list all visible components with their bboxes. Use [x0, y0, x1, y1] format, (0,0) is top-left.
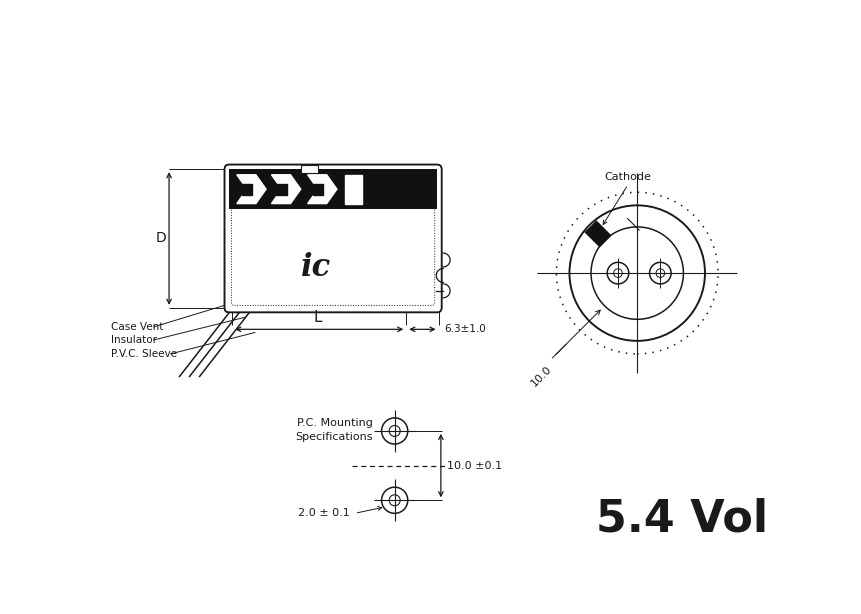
Polygon shape — [237, 175, 266, 204]
Text: 6.3±1.0: 6.3±1.0 — [445, 324, 486, 334]
Text: ic: ic — [300, 252, 331, 283]
Bar — [229, 169, 437, 209]
Text: P.V.C. Sleeve: P.V.C. Sleeve — [111, 349, 177, 359]
Bar — [585, 220, 611, 247]
Text: D: D — [156, 231, 167, 246]
Polygon shape — [276, 184, 287, 195]
Text: 10.0 ±0.1: 10.0 ±0.1 — [447, 460, 502, 470]
Polygon shape — [271, 175, 300, 204]
Text: 2.0 ± 0.1: 2.0 ± 0.1 — [299, 508, 350, 518]
Polygon shape — [242, 184, 252, 195]
Polygon shape — [352, 175, 362, 204]
Text: 5.4 Vol: 5.4 Vol — [596, 497, 768, 540]
Bar — [301, 165, 318, 173]
Polygon shape — [313, 184, 323, 195]
Text: P.C. Mounting
Specifications: P.C. Mounting Specifications — [295, 418, 373, 442]
FancyBboxPatch shape — [225, 165, 442, 313]
Text: 10.0: 10.0 — [530, 364, 554, 388]
Text: Insulator: Insulator — [111, 335, 158, 345]
Polygon shape — [307, 175, 337, 204]
Text: Case Vent: Case Vent — [111, 322, 164, 332]
Text: L: L — [313, 310, 322, 325]
Polygon shape — [344, 175, 350, 204]
Text: Cathode: Cathode — [604, 173, 652, 182]
